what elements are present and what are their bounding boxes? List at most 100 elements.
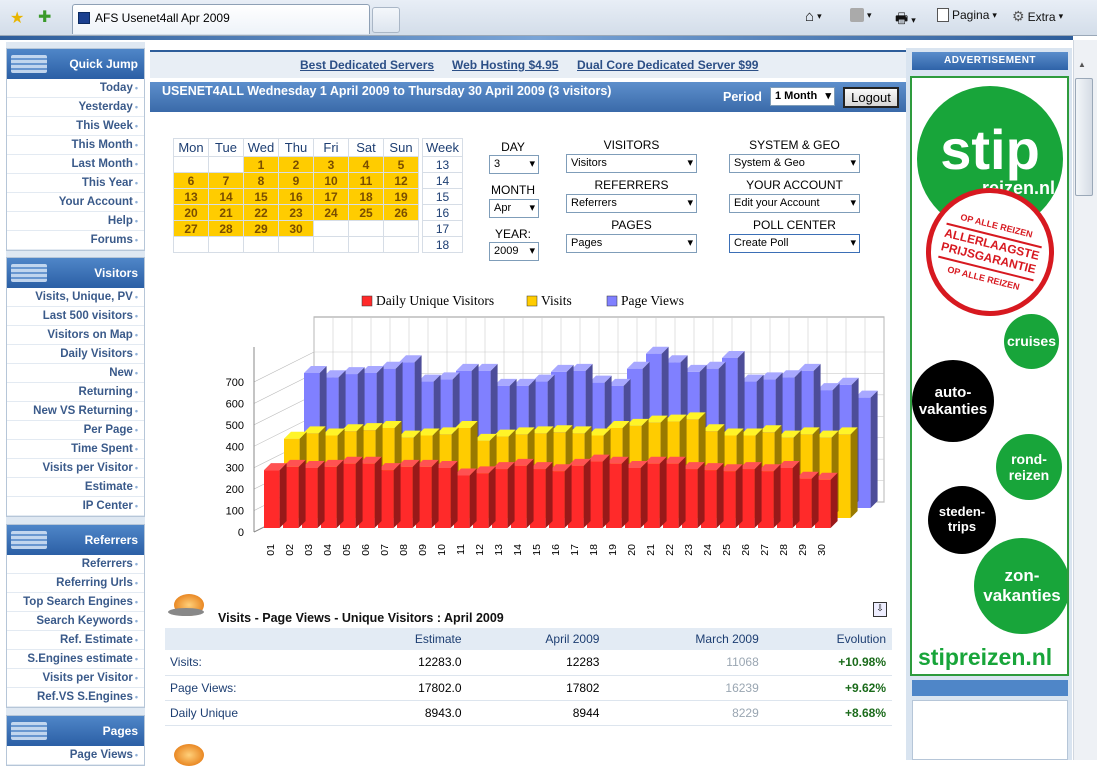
sidebar-item[interactable]: Referring Urls: [7, 574, 144, 593]
calendar-day[interactable]: 17: [313, 188, 349, 205]
calendar-day[interactable]: 24: [313, 204, 349, 221]
scrollbar-thumb[interactable]: [1075, 78, 1093, 196]
calendar-day: [313, 220, 349, 237]
week-number[interactable]: 16: [422, 204, 463, 221]
referrers-select[interactable]: Referrers: [566, 194, 697, 213]
ad-bubble-rond: rond-reizen: [996, 434, 1062, 500]
sidebar-item[interactable]: Help: [7, 212, 144, 231]
sidebar-item[interactable]: Yesterday: [7, 98, 144, 117]
sponsor-link[interactable]: Best Dedicated Servers: [300, 58, 435, 72]
sidebar-item[interactable]: Visits, Unique, PV: [7, 288, 144, 307]
year-select[interactable]: 2009: [489, 242, 539, 261]
calendar-day[interactable]: 4: [348, 156, 384, 173]
calendar-day[interactable]: 5: [383, 156, 419, 173]
sidebar-item[interactable]: Daily Visitors: [7, 345, 144, 364]
system-geo-select[interactable]: System & Geo: [729, 154, 860, 173]
sidebar-item[interactable]: Page Views: [7, 746, 144, 765]
your-account-select[interactable]: Edit your Account: [729, 194, 860, 213]
sidebar-item[interactable]: Estimate: [7, 478, 144, 497]
sidebar-item[interactable]: S.Engines estimate: [7, 650, 144, 669]
export-icon[interactable]: ⇩: [873, 602, 887, 617]
scroll-up-icon[interactable]: ▲: [1078, 60, 1086, 69]
sidebar-item[interactable]: Your Account: [7, 193, 144, 212]
week-number[interactable]: 13: [422, 156, 463, 173]
calendar-day[interactable]: 29: [243, 220, 279, 237]
sidebar-item[interactable]: Search Keywords: [7, 612, 144, 631]
sidebar-item[interactable]: Referrers: [7, 555, 144, 574]
calendar-day[interactable]: 21: [208, 204, 244, 221]
calendar-day[interactable]: 8: [243, 172, 279, 189]
section-header: Pages: [7, 716, 144, 746]
sidebar-item[interactable]: This Year: [7, 174, 144, 193]
calendar-day[interactable]: 7: [208, 172, 244, 189]
week-number[interactable]: 17: [422, 220, 463, 237]
browser-tab[interactable]: AFS Usenet4all Apr 2009: [72, 4, 370, 34]
bar-top: [398, 430, 421, 438]
calendar-day[interactable]: 6: [173, 172, 209, 189]
extra-menu[interactable]: ⚙ Extra ▾: [1012, 8, 1064, 24]
home-button[interactable]: ⌂ ▾: [805, 8, 822, 25]
bar-top: [380, 361, 403, 369]
period-select[interactable]: 1 Month: [770, 87, 835, 106]
sidebar-item[interactable]: Last Month: [7, 155, 144, 174]
sidebar-item[interactable]: Ref.VS S.Engines: [7, 688, 144, 707]
sidebar-item[interactable]: This Week: [7, 117, 144, 136]
calendar-day[interactable]: 1: [243, 156, 279, 173]
sidebar-item[interactable]: Forums: [7, 231, 144, 250]
sidebar-item[interactable]: Per Page: [7, 421, 144, 440]
sidebar-item[interactable]: New VS Returning: [7, 402, 144, 421]
week-number[interactable]: 18: [422, 236, 463, 253]
week-number[interactable]: 15: [422, 188, 463, 205]
sidebar-item[interactable]: IP Center: [7, 497, 144, 516]
bar-top: [626, 418, 649, 426]
page-menu[interactable]: Pagina ▾: [937, 8, 997, 22]
poll-center-select[interactable]: Create Poll: [729, 234, 860, 253]
print-button[interactable]: 🖶 ▾: [895, 8, 916, 32]
calendar-day[interactable]: 10: [313, 172, 349, 189]
sidebar-item[interactable]: Last 500 visitors: [7, 307, 144, 326]
sidebar-item[interactable]: Visits per Visitor: [7, 459, 144, 478]
calendar-day[interactable]: 15: [243, 188, 279, 205]
calendar-day[interactable]: 19: [383, 188, 419, 205]
sidebar-item[interactable]: Visitors on Map: [7, 326, 144, 345]
calendar-day[interactable]: 20: [173, 204, 209, 221]
calendar-day[interactable]: 22: [243, 204, 279, 221]
advertisement[interactable]: stip reizen.nl OP ALLE REIZEN ALLERLAAGS…: [910, 76, 1069, 676]
sidebar-item[interactable]: Today: [7, 79, 144, 98]
calendar-day[interactable]: 30: [278, 220, 314, 237]
calendar-day[interactable]: 25: [348, 204, 384, 221]
sidebar-item[interactable]: This Month: [7, 136, 144, 155]
sponsor-link[interactable]: Web Hosting $4.95: [452, 58, 559, 72]
month-select[interactable]: Apr: [489, 199, 539, 218]
week-number[interactable]: 14: [422, 172, 463, 189]
pages-select[interactable]: Pages: [566, 234, 697, 253]
calendar-day[interactable]: 27: [173, 220, 209, 237]
new-tab-button[interactable]: [372, 7, 400, 33]
add-favorite-icon[interactable]: ✚: [38, 9, 52, 26]
sidebar-item[interactable]: Time Spent: [7, 440, 144, 459]
feeds-button[interactable]: ▾: [850, 8, 872, 22]
sidebar-item[interactable]: Ref. Estimate: [7, 631, 144, 650]
calendar-day[interactable]: 11: [348, 172, 384, 189]
calendar-day[interactable]: 18: [348, 188, 384, 205]
calendar-day[interactable]: 13: [173, 188, 209, 205]
calendar-day[interactable]: 23: [278, 204, 314, 221]
sidebar-item[interactable]: Returning: [7, 383, 144, 402]
calendar-day[interactable]: 26: [383, 204, 419, 221]
logout-button[interactable]: Logout: [843, 87, 899, 108]
sidebar-item[interactable]: New: [7, 364, 144, 383]
calendar-day[interactable]: 2: [278, 156, 314, 173]
calendar-day[interactable]: 12: [383, 172, 419, 189]
calendar-day[interactable]: 9: [278, 172, 314, 189]
calendar-day[interactable]: 16: [278, 188, 314, 205]
calendar-day[interactable]: 3: [313, 156, 349, 173]
favorites-star-icon[interactable]: ★: [10, 10, 25, 27]
sidebar-item[interactable]: Visits per Visitor: [7, 669, 144, 688]
calendar-day[interactable]: 28: [208, 220, 244, 237]
day-select[interactable]: 3: [489, 155, 539, 174]
calendar-day[interactable]: 14: [208, 188, 244, 205]
sidebar-item[interactable]: Top Search Engines: [7, 593, 144, 612]
bar-top: [417, 428, 440, 436]
visitors-select[interactable]: Visitors: [566, 154, 697, 173]
sponsor-link[interactable]: Dual Core Dedicated Server $99: [577, 58, 759, 72]
